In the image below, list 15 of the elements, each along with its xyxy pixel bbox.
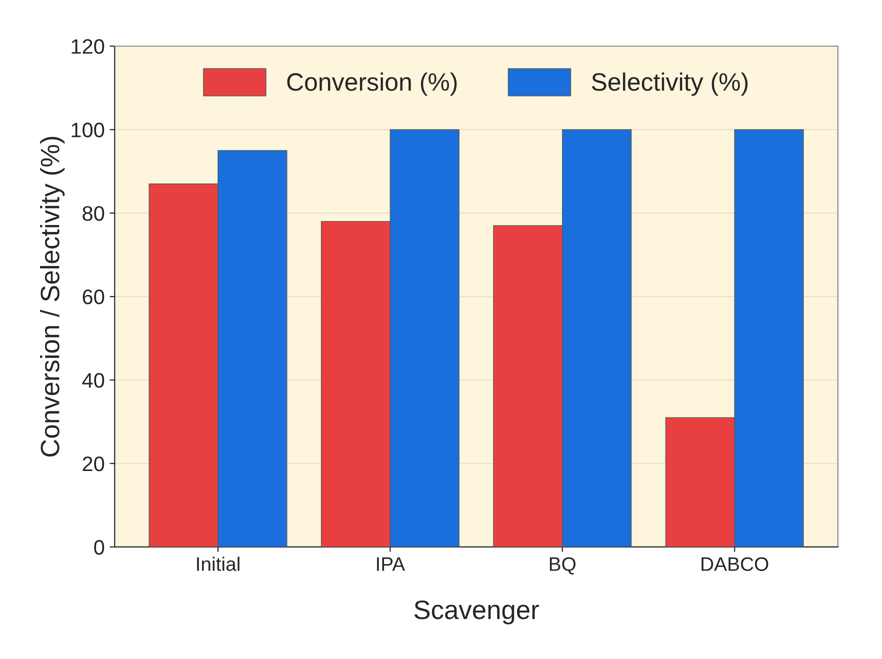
x-axis-title: Scavenger [414, 600, 539, 624]
y-tick-label: 60 [82, 290, 104, 304]
y-tick-label: 0 [94, 540, 104, 555]
x-tick-label: Initial [197, 556, 240, 571]
y-axis-title: Conversion / Selectivity (%) [40, 136, 65, 457]
legend-label: Conversion (%) [287, 72, 457, 96]
y-tick-label: 40 [82, 373, 104, 388]
y-tick-label: 20 [82, 456, 104, 472]
x-tick-label: BQ [550, 557, 576, 574]
y-tick-label: 100 [72, 122, 104, 138]
y-tick-label: 120 [72, 39, 104, 54]
x-tick-label: IPA [377, 557, 406, 571]
x-tick-label: DABCO [702, 557, 768, 571]
legend-label: Selectivity (%) [592, 72, 748, 96]
y-tick-label: 80 [82, 206, 104, 221]
